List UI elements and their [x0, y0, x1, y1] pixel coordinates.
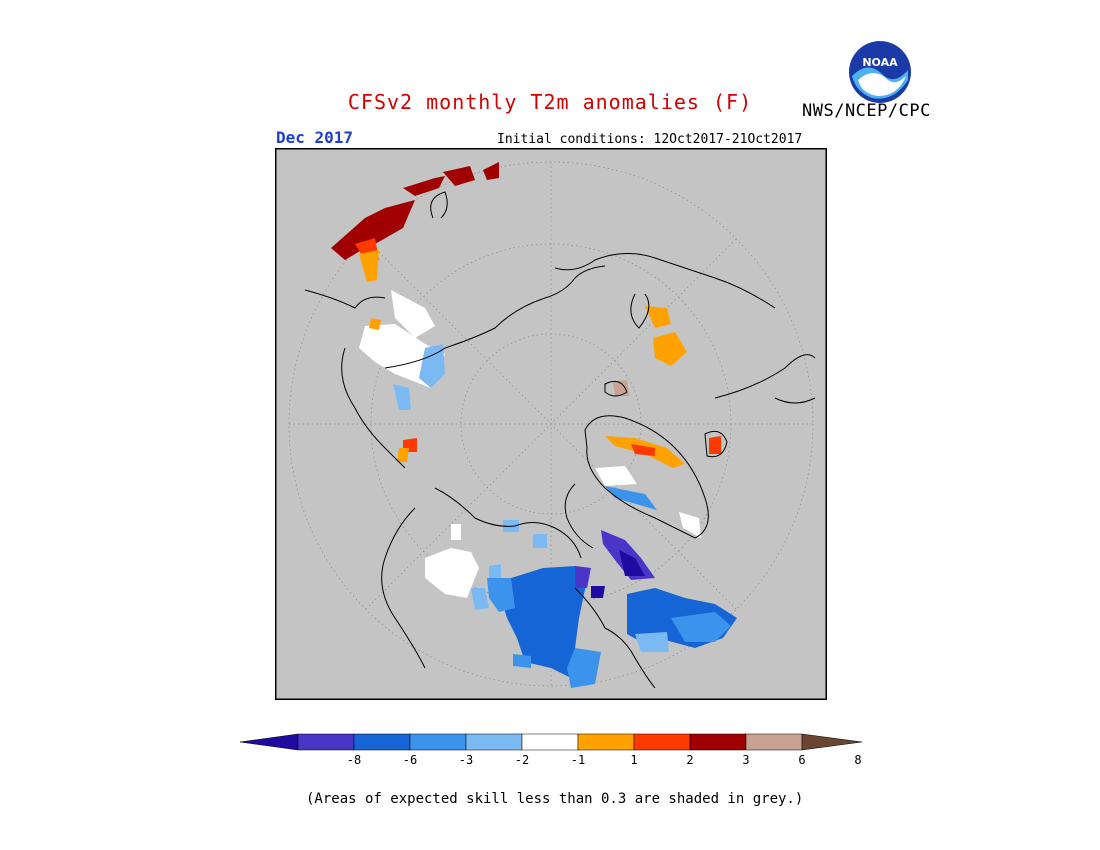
map-frame: [275, 148, 827, 700]
legend-label: -2: [515, 753, 529, 767]
legend-swatch-max: [801, 733, 862, 751]
legend-swatch: [633, 733, 691, 751]
legend-swatch: [745, 733, 803, 751]
legend-label: -3: [459, 753, 473, 767]
noaa-logo: NOAA: [849, 41, 911, 103]
legend-label: 1: [630, 753, 637, 767]
legend-swatch: [409, 733, 467, 751]
initial-conditions: Initial conditions: 12Oct2017-21Oct2017: [497, 132, 803, 147]
legend-label: 2: [686, 753, 693, 767]
legend-label: -1: [571, 753, 585, 767]
legend-label: -6: [403, 753, 417, 767]
legend-swatches: [239, 733, 862, 751]
anomaly-patches: [331, 162, 737, 688]
legend-swatch: [521, 733, 579, 751]
legend-label: 8: [854, 753, 861, 767]
legend-label: -8: [347, 753, 361, 767]
forecast-month: Dec 2017: [276, 128, 354, 147]
legend-swatch-min: [239, 733, 299, 751]
legend-swatch: [353, 733, 411, 751]
legend-swatch: [465, 733, 523, 751]
legend-label: 3: [742, 753, 749, 767]
coastlines: [304, 191, 816, 689]
legend-swatch: [577, 733, 635, 751]
map-title: CFSv2 monthly T2m anomalies (F): [347, 90, 753, 114]
legend-labels: -8 -6 -3 -2 -1 1 2 3 6 8: [347, 753, 862, 767]
noaa-logo-text: NOAA: [862, 56, 898, 69]
legend-label: 6: [798, 753, 805, 767]
polar-anomaly-map: [275, 148, 827, 700]
agency-label: NWS/NCEP/CPC: [802, 101, 931, 121]
skill-footnote: (Areas of expected skill less than 0.3 a…: [306, 791, 804, 807]
legend-swatch: [297, 733, 355, 751]
legend-swatch: [689, 733, 747, 751]
color-legend: -8 -6 -3 -2 -1 1 2 3 6 8: [239, 733, 862, 767]
